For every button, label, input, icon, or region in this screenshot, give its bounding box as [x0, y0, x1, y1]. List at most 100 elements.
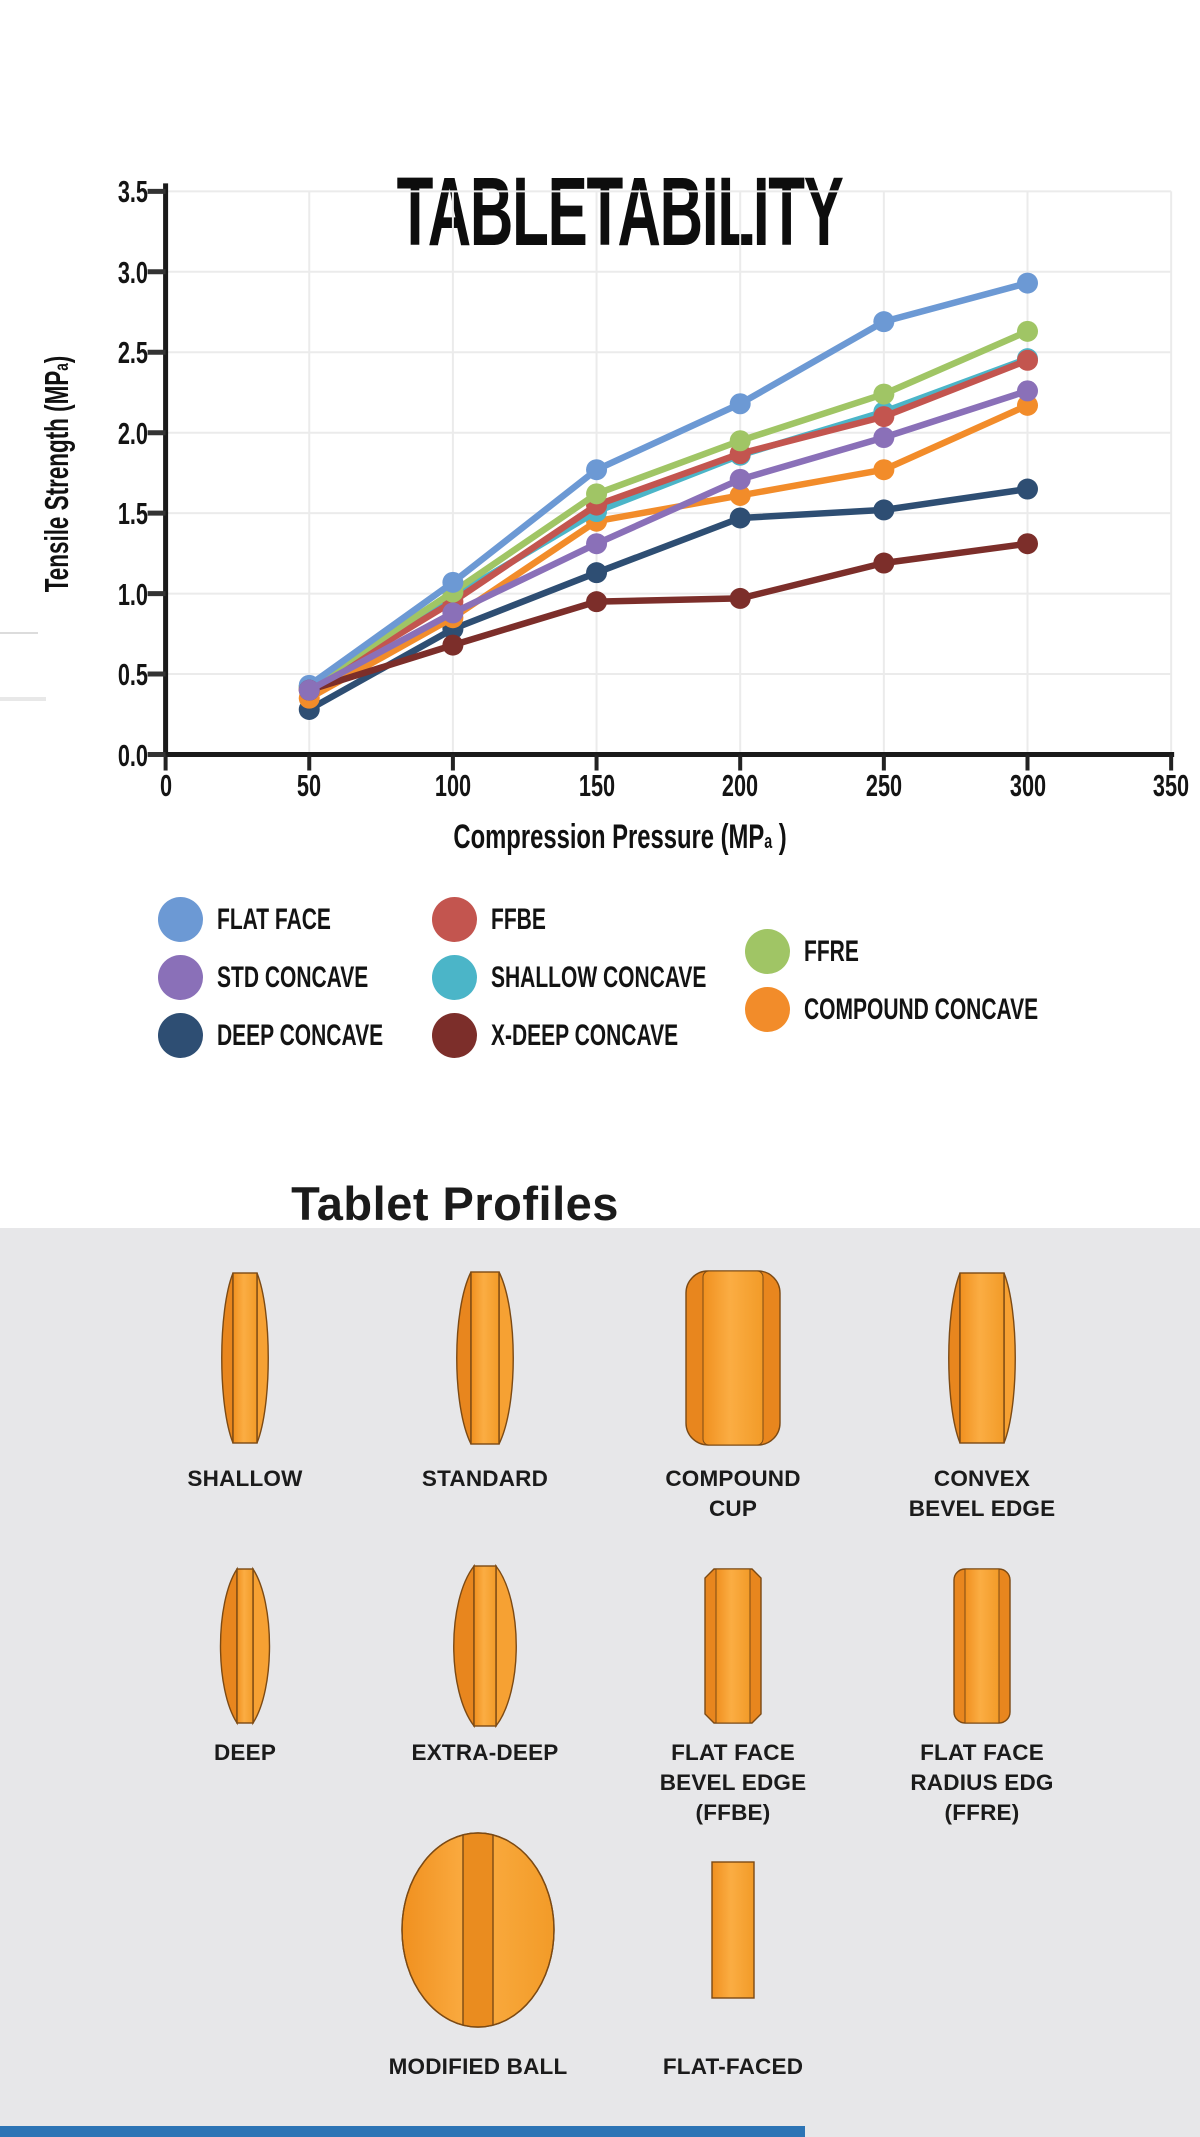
series-marker: [442, 602, 464, 624]
series-marker: [873, 406, 895, 428]
legend-item: SHALLOW CONCAVE: [432, 955, 799, 1000]
x-axis-title: Compression Pressure (MPa ): [453, 818, 787, 856]
legend-item: DEEP CONCAVE: [158, 1013, 454, 1058]
tablet-profiles-panel: SHALLOW STANDARD COMPOUND CUP CONVEX BEV…: [0, 1228, 1200, 2137]
legend-column: FFRE COMPOUND CONCAVE: [745, 929, 1138, 1045]
tablet-profile-extra-deep: [360, 1540, 610, 1752]
tablet-profile-label: FLAT FACE RADIUS EDG (FFRE): [910, 1740, 1054, 1825]
series-marker: [1017, 380, 1038, 402]
legend-swatch: [432, 1013, 477, 1058]
tablet-profile-ffre: [857, 1540, 1107, 1752]
legend-column: FFBE SHALLOW CONCAVE X-DEEP CONCAVE: [432, 897, 799, 1071]
tablet-profile-label: DEEP: [213, 1740, 277, 1765]
tabletability-chart: 0 50 100 150 200 250 300 350 0.0 0.5 1.0 1.5 2.0 2.5 3…: [0, 0, 1200, 880]
tablet-profile-label: FLAT-FACED: [662, 2054, 804, 2079]
series-line-std-concave: [306, 387, 1031, 694]
tablet-shape-ffbe: [704, 1568, 762, 1724]
series-marker: [729, 468, 751, 490]
series-marker: [729, 393, 751, 415]
tablet-profile-deep: [120, 1540, 370, 1752]
series-marker: [873, 499, 895, 521]
series-marker: [873, 552, 895, 574]
series-marker: [1017, 394, 1038, 416]
legend-item: X-DEEP CONCAVE: [432, 1013, 799, 1058]
legend-swatch: [432, 897, 477, 942]
x-tick-label: 150: [578, 768, 615, 803]
page-title: TABLETABILITY: [396, 156, 844, 266]
chart-svg: [147, 183, 1175, 771]
legend-label: DEEP CONCAVE: [217, 1018, 384, 1052]
legend-item: FLAT FACE: [158, 897, 454, 942]
y-tick-label: 0.5: [117, 657, 148, 693]
left-edge-artifact: [0, 697, 46, 701]
y-tick-label: 2.5: [117, 335, 148, 371]
series-marker: [873, 383, 895, 405]
tablet-shape-compound-cup: [685, 1270, 781, 1446]
y-tick-label: 1.0: [117, 576, 148, 612]
series-marker: [1017, 272, 1038, 294]
series-marker: [1017, 349, 1038, 371]
x-tick-label: 250: [865, 768, 902, 803]
tablet-profile-label: FLAT FACE BEVEL EDGE (FFBE): [659, 1740, 807, 1825]
series-marker: [729, 430, 751, 452]
tablet-profile-label: SHALLOW: [187, 1466, 303, 1491]
tablet-profile-shallow: [120, 1252, 370, 1464]
series-line-x-deep-concave: [306, 540, 1031, 694]
tablet-profile-label: MODIFIED BALL: [388, 2054, 568, 2079]
tablet-profile-label: EXTRA-DEEP: [411, 1740, 559, 1765]
x-tick-label: 350: [1153, 768, 1190, 803]
x-tick-label: 0: [159, 768, 172, 803]
legend-item: FFRE: [745, 929, 1138, 974]
y-tick-label: 1.5: [117, 496, 148, 532]
series-marker: [442, 634, 464, 656]
series-marker: [873, 459, 895, 481]
series-marker: [1017, 478, 1038, 500]
series-marker: [298, 679, 320, 701]
tablet-profile-label: CONVEX BEVEL EDGE: [908, 1466, 1056, 1521]
footer-accent-bar: [0, 2126, 805, 2137]
series-marker: [586, 562, 608, 584]
tablet-profile-convex-bevel: [857, 1252, 1107, 1464]
series-line-deep-concave: [306, 485, 1031, 713]
x-tick-label: 100: [434, 768, 471, 803]
legend-swatch: [745, 987, 790, 1032]
series-line-ffbe: [306, 357, 1031, 692]
series-marker: [873, 311, 895, 333]
tablet-shape-deep: [219, 1566, 271, 1726]
series-line-flat-face: [306, 279, 1031, 689]
tablet-shape-ffre: [953, 1568, 1011, 1724]
series-line-shallow-concave: [306, 355, 1031, 691]
legend-label: FLAT FACE: [217, 902, 331, 936]
tablet-shape-extra-deep: [453, 1563, 517, 1729]
legend-swatch: [745, 929, 790, 974]
profiles-heading: Tablet Profiles: [291, 1177, 619, 1230]
legend-label: FFRE: [804, 934, 859, 968]
series-marker: [586, 459, 608, 481]
left-edge-artifact: [0, 632, 38, 634]
tablet-shape-flat-faced: [711, 1861, 755, 1999]
series-marker: [873, 427, 895, 449]
tablet-shape-standard: [456, 1271, 514, 1445]
tablet-profile-label: COMPOUND CUP: [665, 1466, 801, 1521]
x-tick-label: 300: [1009, 768, 1046, 803]
tablet-shape-convex-bevel: [948, 1272, 1016, 1444]
series-marker: [729, 587, 751, 609]
tablet-shape-shallow: [221, 1272, 269, 1444]
legend-label: FFBE: [491, 902, 546, 936]
legend-label: COMPOUND CONCAVE: [804, 992, 1039, 1026]
tablet-profile-label: STANDARD: [421, 1466, 549, 1491]
y-tick-label: 2.0: [117, 415, 148, 451]
x-tick-label: 50: [297, 768, 322, 803]
series-marker: [729, 507, 751, 529]
series-marker: [1017, 533, 1038, 555]
legend-swatch: [432, 955, 477, 1000]
series-marker: [586, 591, 608, 613]
legend-item: COMPOUND CONCAVE: [745, 987, 1138, 1032]
legend-item: FFBE: [432, 897, 799, 942]
series-marker: [586, 483, 608, 505]
tablet-profile-ffbe: [608, 1540, 858, 1752]
series-marker: [442, 571, 464, 593]
legend-label: SHALLOW CONCAVE: [491, 960, 707, 994]
legend-swatch: [158, 897, 203, 942]
